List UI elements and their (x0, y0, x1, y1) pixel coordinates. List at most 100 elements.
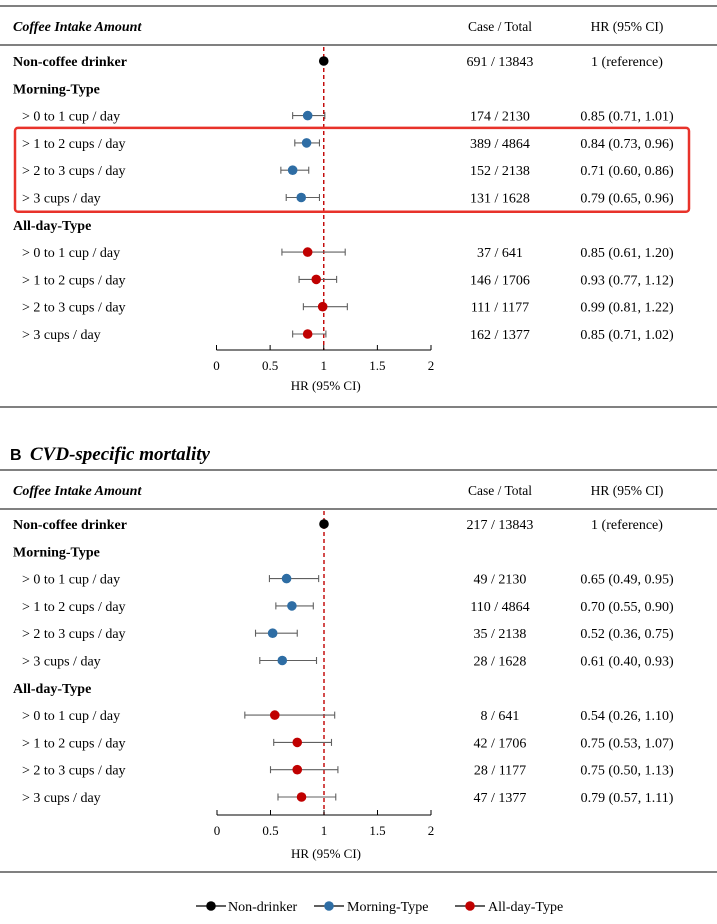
header-hr-ci: HR (95% CI) (591, 19, 664, 34)
row-label: > 3 cups / day (22, 328, 101, 343)
table-row: > 0 to 1 cup / day 174 / 2130 0.85 (0.71, … (22, 110, 674, 125)
case-total-value: 110 / 4864 (470, 600, 529, 615)
legend-marker-all-day-type (465, 901, 475, 911)
case-total-value: 37 / 641 (477, 246, 523, 261)
header-coffee-intake-amount: Coffee Intake Amount (13, 484, 142, 499)
x-tick-label: 2 (428, 358, 435, 373)
case-total-value: 35 / 2138 (474, 627, 527, 642)
hr-point-morning (277, 655, 288, 666)
panel-b-heading: CVD-specific mortality (30, 444, 211, 465)
hr-ci-value: 0.71 (0.60, 0.86) (580, 164, 674, 179)
row-label: > 0 to 1 cup / day (22, 573, 120, 588)
table-row: > 0 to 1 cup / day 37 / 641 0.85 (0.61, 1.… (22, 246, 674, 261)
case-total-value: 131 / 1628 (470, 192, 530, 207)
row-label: > 0 to 1 cup / day (22, 110, 120, 125)
hr-ci-value: 1 (reference) (591, 55, 663, 70)
x-tick-label: 0.5 (262, 823, 278, 838)
case-total-value: 174 / 2130 (470, 110, 530, 125)
hr-point-allday (296, 792, 307, 802)
table-row: > 0 to 1 cup / day 8 / 641 0.54 (0.26, 1.1… (22, 709, 674, 724)
x-axis-label: HR (95% CI) (291, 846, 361, 861)
case-total-value: 691 / 13843 (467, 55, 534, 70)
hr-point-allday (302, 247, 313, 257)
hr-point-non-drinker (318, 56, 329, 66)
section-label-all-day-type: All-day-Type (13, 219, 91, 234)
legend-label-all-day-type: All-day-Type (488, 900, 563, 915)
hr-point-allday (311, 274, 322, 285)
hr-ci-value: 0.61 (0.40, 0.93) (580, 655, 674, 670)
section-label-morning-type: Morning-Type (13, 545, 100, 560)
row-label: > 3 cups / day (22, 791, 101, 806)
case-total-value: 111 / 1177 (471, 301, 529, 316)
table-row: > 3 cups / day 131 / 1628 0.79 (0.65, 0.96… (22, 192, 674, 207)
hr-point-allday (292, 764, 303, 775)
x-tick-label: 1.5 (369, 358, 385, 373)
row-label: > 2 to 3 cups / day (22, 301, 126, 316)
legend-label-morning-type: Morning-Type (347, 900, 428, 915)
header-coffee-intake-amount: Coffee Intake Amount (13, 20, 142, 35)
hr-point-allday (302, 329, 313, 339)
hr-point-allday (292, 737, 303, 748)
hr-point-non-drinker (319, 519, 329, 529)
row-label: > 2 to 3 cups / day (22, 627, 126, 642)
legend-item-all-day-type: All-day-Type (455, 900, 563, 915)
row-label: > 1 to 2 cups / day (22, 736, 126, 751)
section-label-morning-type: Morning-Type (13, 82, 100, 97)
header-case-total: Case / Total (468, 483, 532, 498)
case-total-value: 389 / 4864 (470, 137, 530, 152)
table-row: > 3 cups / day 162 / 1377 0.85 (0.71, 1.02… (22, 328, 674, 343)
x-tick-label: 0 (214, 823, 221, 838)
table-row: > 3 cups / day 28 / 1628 0.61 (0.40, 0.93) (22, 655, 674, 670)
hr-ci-value: 0.93 (0.77, 1.12) (580, 273, 674, 288)
header-hr-ci: HR (95% CI) (591, 483, 664, 498)
table-row: > 1 to 2 cups / day 42 / 1706 0.75 (0.53, … (22, 736, 674, 751)
hr-point-morning (302, 110, 313, 121)
x-axis-label: HR (95% CI) (291, 378, 361, 393)
case-total-value: 162 / 1377 (470, 328, 530, 343)
case-total-value: 42 / 1706 (474, 736, 527, 751)
hr-point-morning (267, 628, 278, 638)
case-total-value: 47 / 1377 (474, 791, 527, 806)
section-row: Morning-Type (13, 545, 100, 560)
row-label: > 3 cups / day (22, 655, 101, 670)
hr-ci-value: 0.65 (0.49, 0.95) (580, 573, 674, 588)
table-row: > 1 to 2 cups / day 146 / 1706 0.93 (0.77,… (22, 273, 674, 288)
table-row: Non-coffee drinker 691 / 13843 1 (referenc… (13, 55, 663, 70)
hr-ci-value: 0.85 (0.61, 1.20) (580, 246, 674, 261)
x-axis: 0 0.5 1 1.5 2 HR (95% CI) (214, 810, 435, 861)
table-row: > 2 to 3 cups / day 152 / 2138 0.71 (0.60,… (22, 164, 674, 179)
hr-ci-value: 0.84 (0.73, 0.96) (580, 137, 674, 152)
hr-ci-value: 1 (reference) (591, 518, 663, 533)
hr-ci-value: 0.70 (0.55, 0.90) (580, 600, 674, 615)
table-row: > 0 to 1 cup / day 49 / 2130 0.65 (0.49, 0… (22, 573, 674, 588)
table-row: > 2 to 3 cups / day 111 / 1177 0.99 (0.81,… (22, 301, 674, 316)
table-row: > 3 cups / day 47 / 1377 0.79 (0.57, 1.11) (22, 791, 674, 806)
highlight-box (13, 126, 691, 214)
x-tick-label: 1.5 (369, 823, 385, 838)
row-label: Non-coffee drinker (13, 518, 127, 533)
row-label: > 0 to 1 cup / day (22, 709, 120, 724)
hr-ci-value: 0.75 (0.53, 1.07) (580, 736, 674, 751)
section-label-all-day-type: All-day-Type (13, 682, 91, 697)
x-tick-label: 2 (428, 823, 435, 838)
x-tick-label: 1 (321, 823, 328, 838)
hr-point-morning (287, 601, 297, 611)
row-label: > 3 cups / day (22, 192, 101, 207)
table-row: > 1 to 2 cups / day 110 / 4864 0.70 (0.55,… (22, 600, 674, 615)
case-total-value: 146 / 1706 (470, 273, 530, 288)
legend-marker-morning-type (324, 901, 334, 911)
hr-ci-value: 0.75 (0.50, 1.13) (580, 764, 674, 779)
row-label: > 0 to 1 cup / day (22, 246, 120, 261)
table-row: > 2 to 3 cups / day 28 / 1177 0.75 (0.50, … (22, 764, 674, 779)
x-tick-label: 0.5 (262, 358, 278, 373)
x-axis: 0 0.5 1 1.5 2 HR (95% CI) (213, 345, 434, 393)
row-label: > 1 to 2 cups / day (22, 137, 126, 152)
hr-point-morning (301, 138, 312, 148)
hr-ci-value: 0.52 (0.36, 0.75) (580, 627, 674, 642)
legend-label-non-drinker: Non-drinker (228, 900, 298, 915)
case-total-value: 28 / 1628 (474, 655, 527, 670)
row-label: Non-coffee drinker (13, 55, 127, 70)
case-total-value: 217 / 13843 (467, 518, 534, 533)
panel-b-title: B CVD-specific mortality (10, 444, 211, 465)
